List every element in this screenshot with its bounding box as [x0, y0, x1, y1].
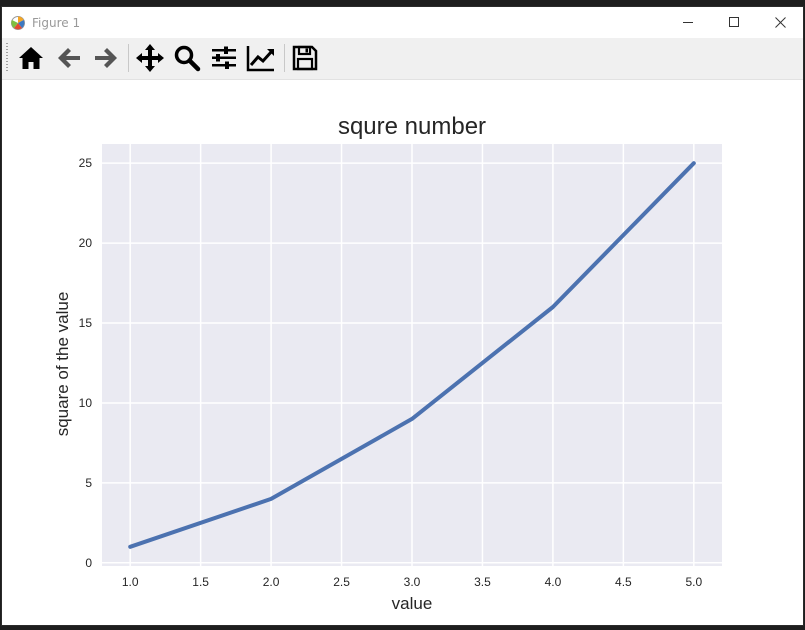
y-tick-label: 10 [79, 396, 93, 410]
floppy-disk-icon [292, 45, 318, 71]
arrow-left-icon [58, 48, 80, 68]
x-tick-label: 4.0 [545, 575, 562, 589]
maximize-icon [728, 17, 739, 27]
series-line [128, 161, 696, 549]
close-button[interactable] [757, 7, 803, 38]
pan-button[interactable] [134, 42, 166, 74]
grid-lines [102, 144, 722, 566]
sliders-icon [212, 46, 236, 69]
toolbar-separator [284, 44, 285, 72]
x-tick-label: 3.0 [404, 575, 421, 589]
data-series [128, 161, 696, 549]
forward-button[interactable] [90, 42, 122, 74]
maximize-button[interactable] [711, 7, 757, 38]
y-tick-label: 0 [85, 556, 92, 570]
y-tick-label: 20 [79, 236, 93, 250]
x-tick-label: 1.5 [192, 575, 209, 589]
x-tick-label: 1.0 [122, 575, 139, 589]
x-tick-label: 2.5 [333, 575, 350, 589]
close-icon [774, 17, 786, 28]
subplots-button[interactable] [208, 42, 240, 74]
title-bar[interactable]: Figure 1 [2, 7, 803, 38]
x-tick-label: 3.5 [474, 575, 491, 589]
customize-button[interactable] [245, 42, 277, 74]
x-tick-labels: 1.0 1.5 2.0 2.5 3.0 3.5 4.0 4.5 5.0 [122, 575, 703, 589]
x-tick-label: 2.0 [263, 575, 280, 589]
home-icon [19, 47, 43, 69]
x-axis-label: value [392, 594, 433, 613]
y-tick-label: 15 [79, 316, 93, 330]
minimize-icon [682, 22, 693, 23]
save-button[interactable] [289, 42, 321, 74]
home-button[interactable] [15, 42, 47, 74]
back-button[interactable] [53, 42, 85, 74]
magnifier-icon [174, 45, 201, 72]
minimize-button[interactable] [665, 7, 711, 38]
arrow-right-icon [95, 48, 117, 68]
y-tick-label: 5 [85, 476, 92, 490]
chart-line-icon [246, 46, 274, 72]
chart-title: squre number [338, 113, 486, 140]
zoom-button[interactable] [171, 42, 203, 74]
y-tick-labels: 0 5 10 15 20 25 [79, 156, 93, 570]
line-chart: 1.0 1.5 2.0 2.5 3.0 3.5 4.0 4.5 5.0 0 5 10 15 20 25 s… [53, 113, 722, 613]
y-tick-label: 25 [79, 156, 93, 170]
figure-canvas[interactable]: 1.0 1.5 2.0 2.5 3.0 3.5 4.0 4.5 5.0 0 5 10 15 20 25 s… [2, 80, 803, 630]
toolbar-separator [128, 44, 129, 72]
toolbar-grip[interactable] [6, 43, 8, 73]
x-tick-label: 4.5 [615, 575, 632, 589]
figure-window: Figure 1 [1, 6, 804, 626]
move-icon [136, 44, 164, 72]
y-axis-label: square of the value [53, 292, 72, 437]
navigation-toolbar [2, 38, 803, 80]
matplotlib-logo-icon [11, 15, 25, 30]
window-title: Figure 1 [32, 15, 81, 30]
x-tick-label: 5.0 [685, 575, 702, 589]
